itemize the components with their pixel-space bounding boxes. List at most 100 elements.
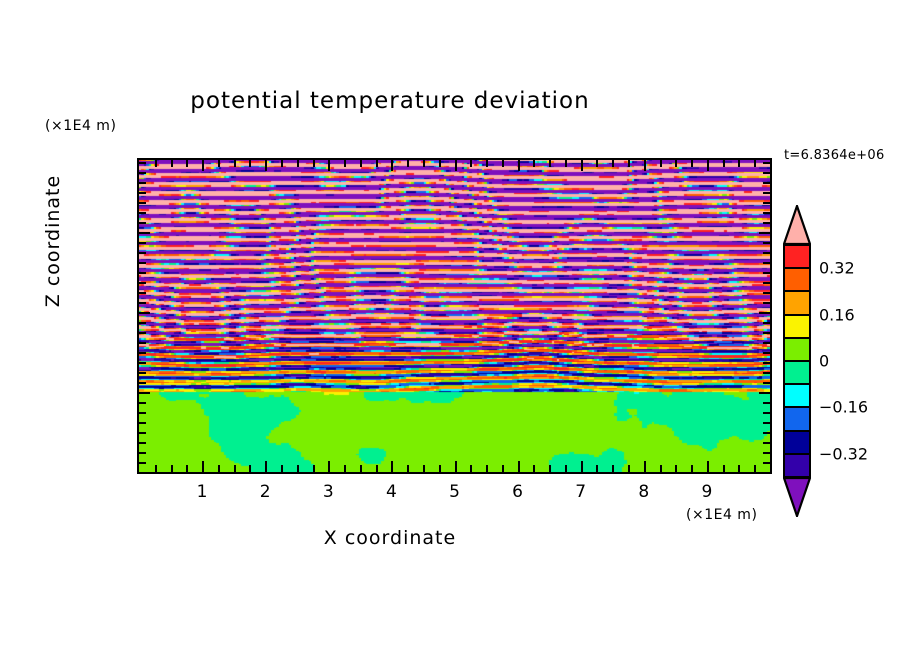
x-tick [249, 465, 251, 472]
y-tick-right [763, 292, 770, 294]
colorbar-tick-label: 0.16 [819, 305, 855, 325]
x-tick-label: 2 [259, 482, 271, 502]
y-tick [139, 172, 146, 174]
y-tick [139, 422, 146, 424]
x-tick [281, 465, 283, 472]
colorbar-band [783, 453, 811, 477]
colorbar-over-arrow [782, 202, 812, 246]
x-axis-title: X coordinate [323, 527, 457, 549]
y-tick [139, 372, 146, 374]
x-tick [376, 465, 378, 472]
y-tick [139, 182, 146, 184]
y-tick-right [763, 172, 770, 174]
y-tick-right [763, 202, 770, 204]
x-tick [297, 465, 299, 472]
y-tick-right [763, 332, 770, 334]
y-tick-right [763, 432, 770, 434]
x-tick-top [675, 160, 677, 167]
x-tick-top [660, 160, 662, 167]
y-tick-right [763, 342, 770, 344]
x-tick-label: 7 [575, 482, 587, 502]
x-tick [660, 465, 662, 472]
y-tick-right [763, 192, 770, 194]
x-tick-top [171, 160, 173, 167]
x-tick-top [186, 160, 188, 167]
x-tick-top [470, 160, 472, 167]
y-tick [139, 322, 146, 324]
x-tick [691, 465, 693, 472]
x-tick-top [565, 160, 567, 167]
y-tick [139, 252, 146, 254]
x-tick-top [360, 160, 362, 167]
x-tick-top [723, 160, 725, 167]
y-tick-right [763, 272, 770, 274]
x-tick [754, 465, 756, 472]
x-tick-label: 1 [196, 482, 208, 502]
x-tick [439, 465, 441, 472]
x-tick [502, 465, 504, 472]
y-tick [139, 212, 146, 214]
y-tick [139, 222, 146, 224]
x-tick [612, 465, 614, 472]
y-tick [139, 432, 146, 434]
x-tick [313, 465, 315, 472]
colorbar-band [783, 268, 811, 292]
y-tick [139, 362, 146, 364]
x-tick [549, 465, 551, 472]
y-tick [139, 462, 146, 464]
y-tick [139, 392, 150, 394]
x-tick-label: 9 [701, 482, 713, 502]
x-tick-top [644, 160, 646, 171]
y-tick [139, 312, 150, 314]
x-tick-label: 3 [322, 482, 334, 502]
y-tick [139, 302, 146, 304]
timestamp-annotation: t=6.8364e+06 [784, 148, 885, 163]
x-tick-top [265, 160, 267, 171]
y-tick-right [763, 242, 770, 244]
x-tick [628, 465, 630, 472]
x-axis-units-label: (×1E4 m) [686, 507, 758, 523]
x-tick-top [502, 160, 504, 167]
y-tick [139, 202, 146, 204]
x-tick-top [738, 160, 740, 167]
x-tick [186, 465, 188, 472]
y-tick-right [763, 422, 770, 424]
x-tick [470, 465, 472, 472]
colorbar-band [783, 337, 811, 361]
x-tick-top [628, 160, 630, 167]
x-tick-top [754, 160, 756, 167]
x-tick-top [281, 160, 283, 167]
y-tick-right [763, 382, 770, 384]
x-tick-top [533, 160, 535, 167]
y-tick-right [763, 222, 770, 224]
x-tick [344, 465, 346, 472]
x-tick [455, 461, 457, 472]
x-tick [234, 465, 236, 472]
y-tick [139, 382, 146, 384]
x-tick [533, 465, 535, 472]
x-tick [738, 465, 740, 472]
x-tick-top [234, 160, 236, 167]
colorbar-band [783, 430, 811, 454]
colorbar-tick-label: 0 [819, 351, 830, 371]
x-tick [565, 465, 567, 472]
y-tick [139, 282, 146, 284]
y-tick [139, 352, 146, 354]
x-tick [265, 461, 267, 472]
x-tick-top [344, 160, 346, 167]
colorbar-band [783, 245, 811, 269]
x-tick [218, 465, 220, 472]
x-tick-top [155, 160, 157, 167]
x-tick-top [439, 160, 441, 167]
plot-area [137, 158, 772, 474]
x-tick-label: 8 [638, 482, 650, 502]
y-tick-right [759, 232, 770, 234]
colorbar-under-arrow [782, 476, 812, 520]
page-title: potential temperature deviation [190, 88, 590, 114]
x-tick-label: 4 [385, 482, 397, 502]
y-tick-right [763, 452, 770, 454]
colorbar-band [783, 361, 811, 385]
x-tick [171, 465, 173, 472]
contour-field [139, 160, 770, 472]
